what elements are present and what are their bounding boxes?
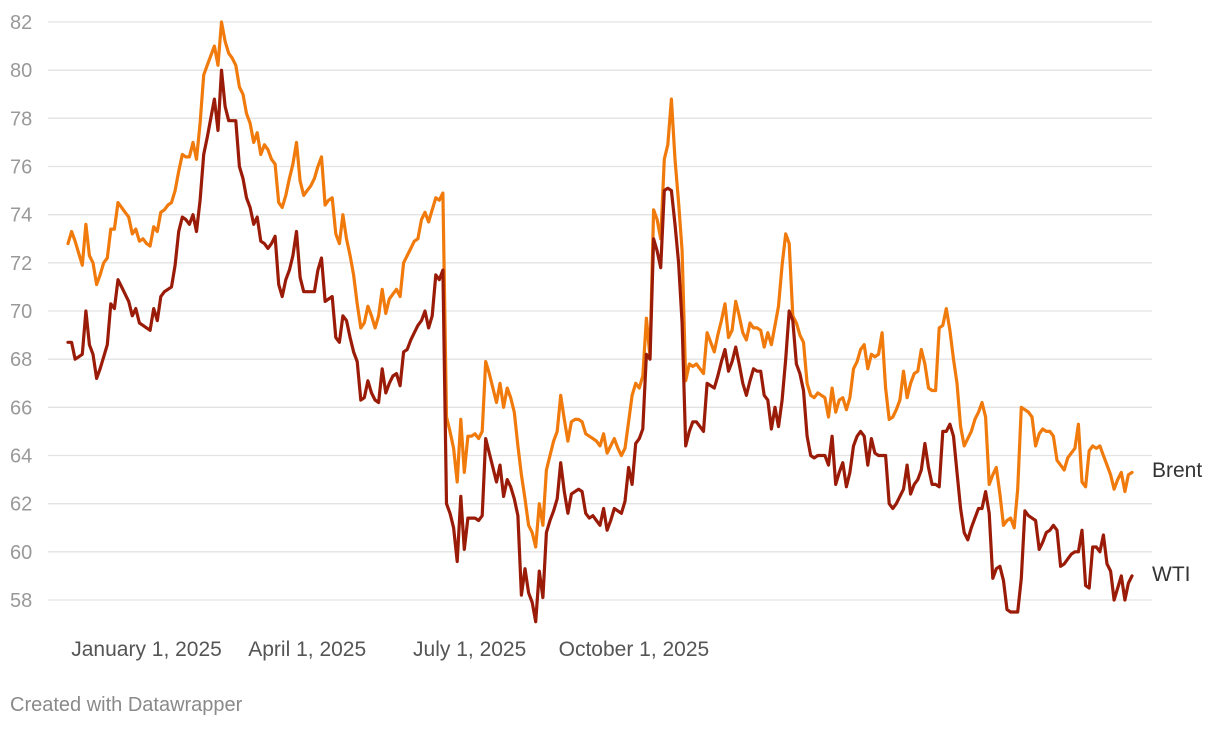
series-label-brent: Brent (1152, 459, 1202, 482)
y-tick-label-82: 82 (10, 12, 32, 34)
y-tick-label-60: 60 (10, 542, 32, 564)
x-tick-label-2: July 1, 2025 (413, 638, 526, 661)
y-tick-label-70: 70 (10, 301, 32, 323)
series-lines (66, 20, 1134, 624)
y-tick-label-68: 68 (10, 349, 32, 371)
y-axis-ticks: 58 60 62 64 66 68 70 72 74 76 78 80 82 (10, 12, 32, 612)
footer-credit: Created with Datawrapper (10, 694, 243, 716)
x-tick-label-1: April 1, 2025 (248, 638, 366, 661)
x-axis-ticks: January 1, 2025 April 1, 2025 July 1, 2025… (71, 638, 709, 661)
y-tick-label-74: 74 (10, 205, 32, 227)
y-tick-label-76: 76 (10, 157, 32, 179)
series-line-brent (66, 20, 1134, 549)
y-tick-label-78: 78 (10, 108, 32, 130)
series-labels: Brent WTI (1152, 459, 1202, 586)
y-tick-label-64: 64 (10, 446, 32, 468)
y-tick-label-72: 72 (10, 253, 32, 275)
y-tick-label-58: 58 (10, 590, 32, 612)
series-line-wti (66, 68, 1134, 624)
x-tick-label-3: October 1, 2025 (559, 638, 710, 661)
y-tick-label-66: 66 (10, 397, 32, 419)
series-label-wti: WTI (1152, 563, 1190, 586)
y-tick-label-80: 80 (10, 60, 32, 82)
gridlines (48, 21, 1152, 601)
x-tick-label-0: January 1, 2025 (71, 638, 222, 661)
y-tick-label-62: 62 (10, 494, 32, 516)
